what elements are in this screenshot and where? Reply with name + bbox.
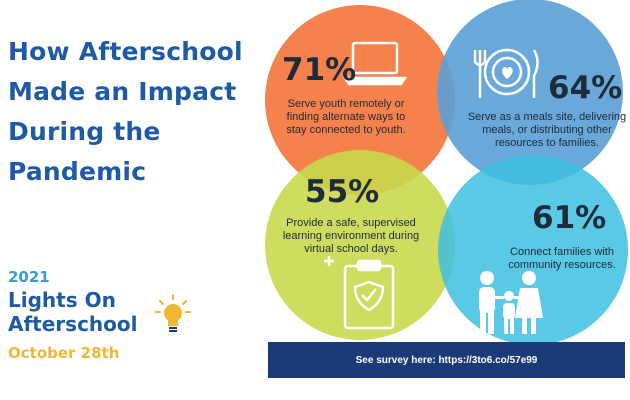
page-title: How Afterschool Made an Impact During th… — [8, 37, 243, 186]
event-date: October 28th — [8, 344, 120, 362]
stat-percent-meals: 64% — [548, 70, 623, 106]
circle-orange — [265, 5, 455, 195]
stat-text-remote: Serve youth remotely or finding alternat… — [286, 98, 406, 136]
family-icon — [479, 271, 543, 334]
stat-percent-remote: 71% — [282, 52, 357, 88]
stat-text-community: Connect families with community resource… — [508, 246, 616, 271]
survey-link-banner[interactable]: See survey here: https://3to6.co/57e99 — [268, 342, 625, 378]
event-year: 2021 — [8, 268, 50, 286]
stat-text-meals: Serve as a meals site, delivering meals,… — [467, 111, 627, 149]
circle-green — [265, 150, 455, 340]
stats-venn-graphic — [265, 0, 628, 345]
stat-percent-community: 61% — [532, 200, 607, 236]
stat-text-learning: Provide a safe, supervised learning envi… — [282, 217, 420, 255]
lightbulb-icon — [155, 294, 191, 332]
event-name: Lights On Afterschool — [8, 288, 138, 336]
clipboard-shield-icon — [324, 256, 395, 330]
laptop-icon — [342, 41, 408, 86]
circle-blue — [437, 0, 623, 185]
stat-percent-learning: 55% — [305, 174, 380, 210]
meal-plate-icon — [473, 48, 539, 98]
